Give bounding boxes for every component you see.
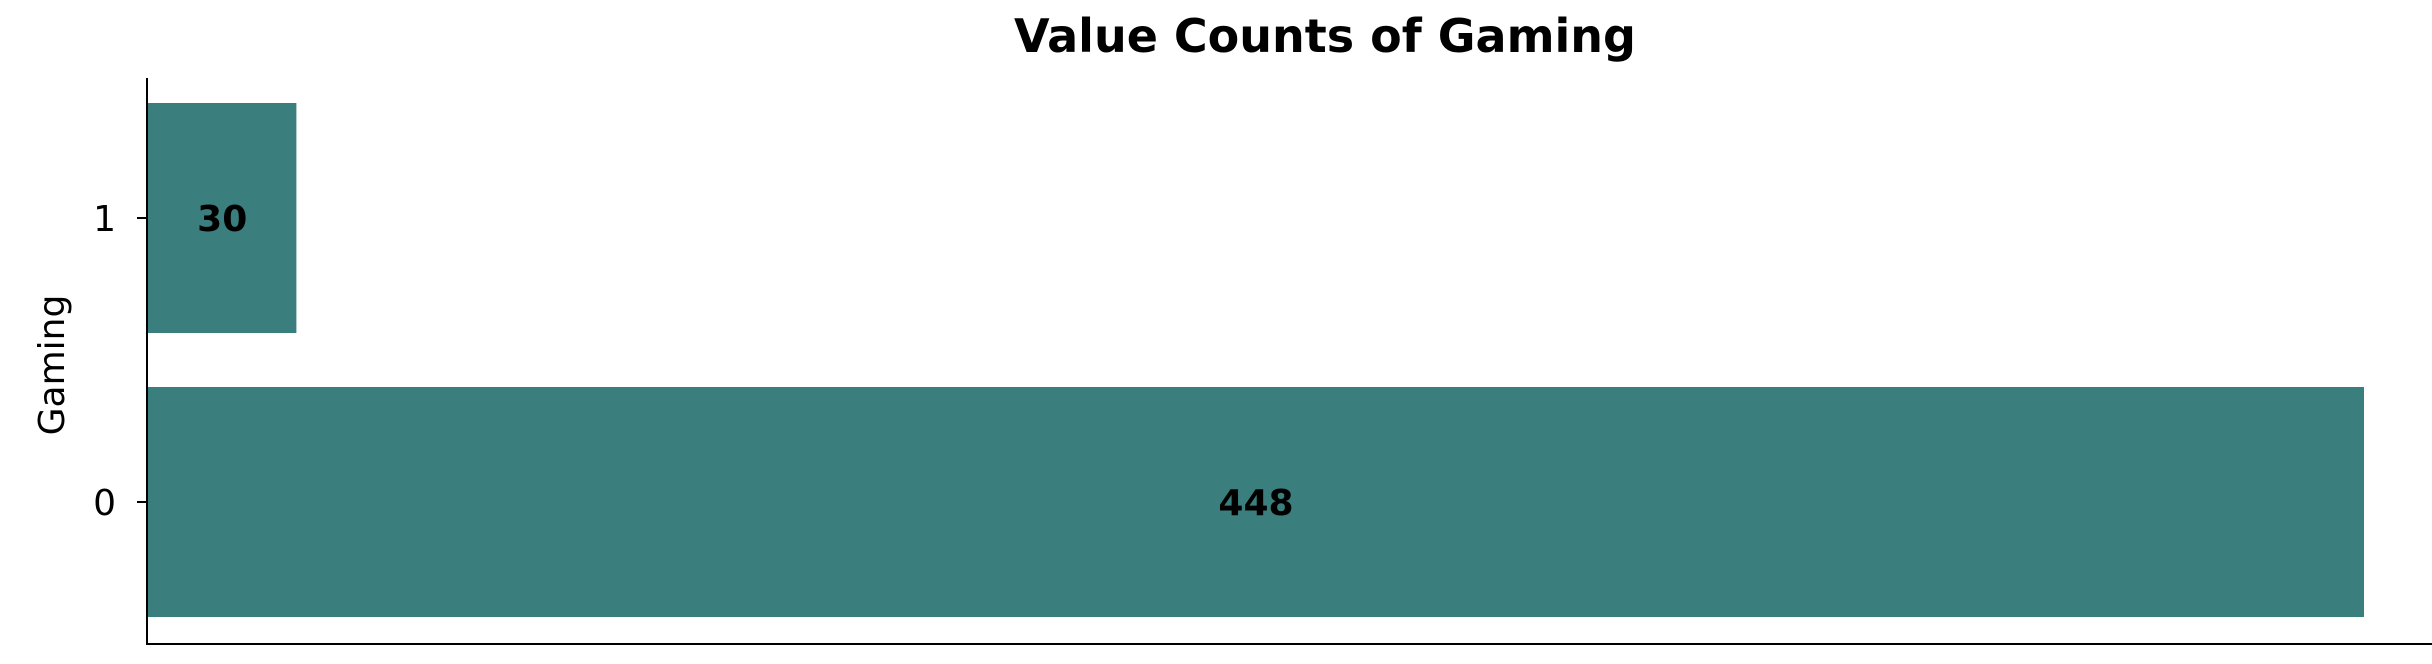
data-labels-group: 448 30 — [197, 199, 1293, 524]
y-tick-label-1: 1 — [93, 199, 116, 240]
data-label-1: 30 — [197, 199, 247, 240]
y-ticks-group: 01 — [93, 199, 147, 524]
y-tick-label-0: 0 — [93, 483, 116, 524]
bar-0 — [148, 387, 2364, 617]
bar-1 — [148, 103, 297, 333]
data-label-0: 448 — [1218, 483, 1293, 524]
chart-title: Value Counts of Gaming — [1014, 9, 1636, 63]
bars-group — [148, 103, 2364, 617]
y-axis-label: Gaming — [32, 295, 73, 436]
